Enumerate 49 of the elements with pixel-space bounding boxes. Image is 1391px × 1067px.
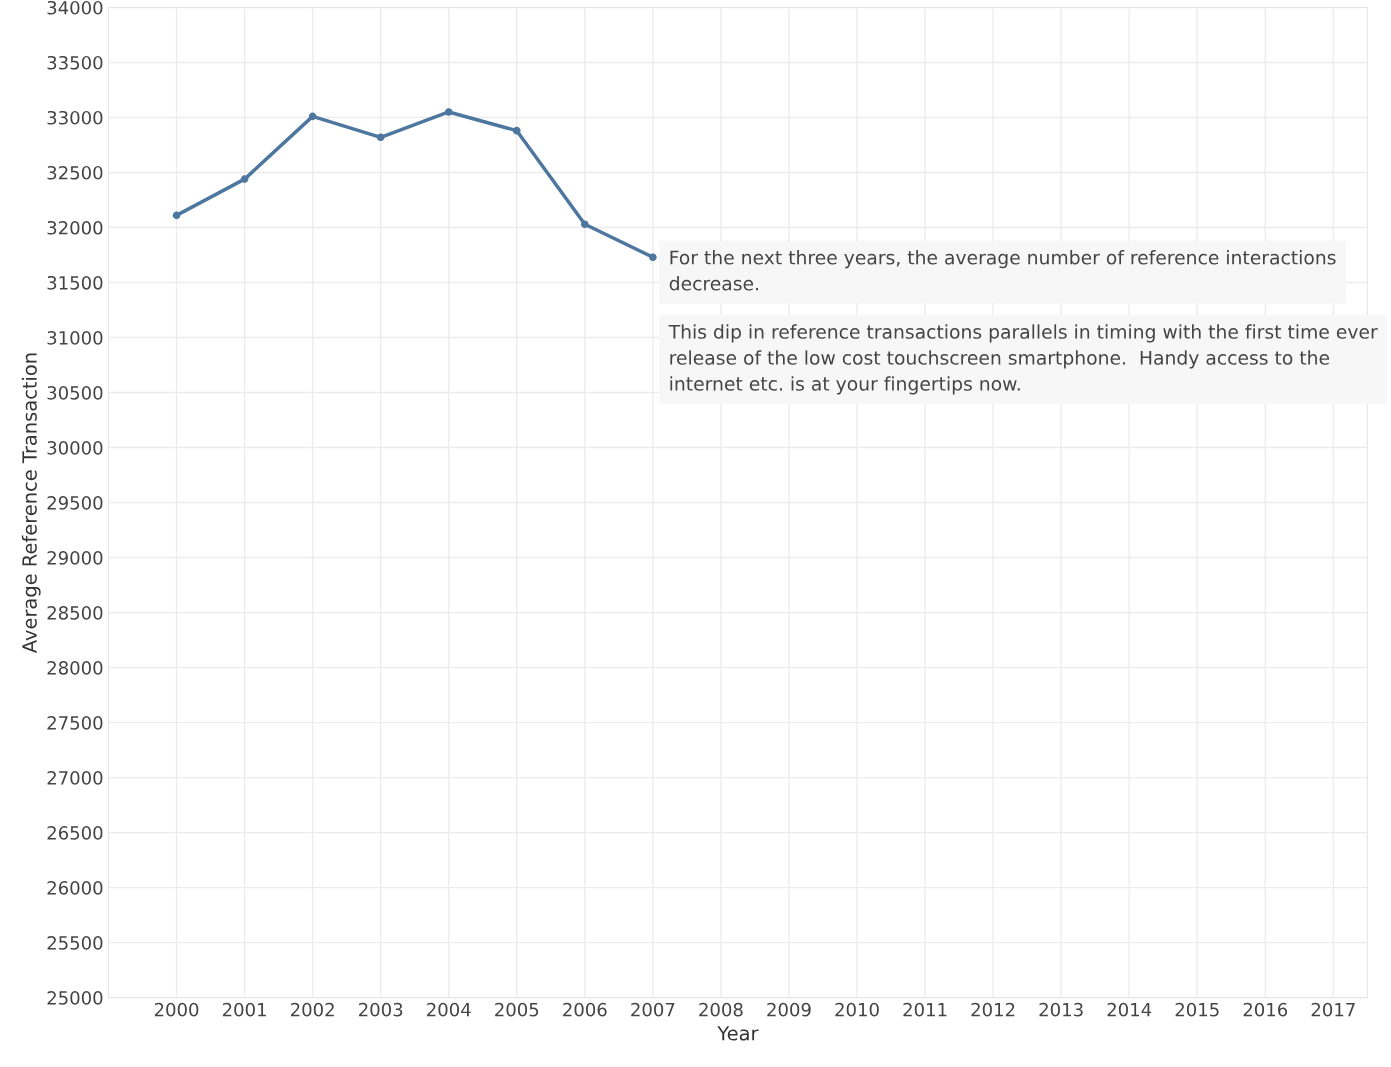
y-tick-label: 27500 [47,716,103,730]
x-tick-label: 2000 [154,1002,199,1017]
x-tick-label: 2008 [699,1002,743,1017]
annotation: For the next three years, the average number of reference interactions decrease. [669,250,1336,291]
x-tick-label: 2005 [495,1002,539,1017]
point [376,133,385,142]
annotation: This dip in reference transactions parallels in timing with the first time ever release of the low cost touchscreen smartphone. Handy access to the internet etc. is at your fingertips now. [668,324,1378,395]
y-tick-label: 33500 [47,55,103,70]
x-tick-label: 2017 [1311,1002,1355,1017]
y-tick-label: 26500 [47,826,103,840]
y-tick-label: 31000 [47,330,103,345]
x-tick-label: 2013 [1039,1002,1083,1017]
y-tick-label: 29000 [47,551,103,565]
x-tick-label: 2010 [835,1002,879,1017]
point [308,112,317,121]
x-tick-label: 2011 [903,1002,947,1017]
point [649,253,657,262]
x-tick-label: 2001 [222,1002,266,1017]
y-tick-label: 31500 [47,275,103,290]
x-tick-label: 2016 [1243,1002,1288,1017]
y-axis-title: Average Reference Transaction [21,353,41,654]
y-tick-label: 27000 [47,771,103,785]
y-tick-label: 25500 [47,936,103,950]
y-tick-label: 28000 [47,661,103,675]
y-tick-label: 29500 [47,496,103,510]
y-tick-label: 30000 [47,441,103,455]
x-tick-label: 2007 [631,1002,675,1017]
x-tick-label: 2012 [971,1002,1015,1017]
point [172,211,181,220]
y-tick-label: 28500 [47,606,103,620]
x-tick-label: 2015 [1175,1002,1219,1017]
point [444,108,453,116]
y-tick-label: 25000 [47,991,103,1005]
y-tick-label: 32500 [47,165,103,180]
point [512,126,521,135]
point [240,175,249,183]
y-tick-label: 32000 [47,220,103,235]
y-tick-label: 26000 [47,881,103,895]
y-tick-label: 33000 [47,110,103,125]
x-tick-label: 2014 [1107,1002,1152,1017]
y-tick-label: 30500 [47,386,103,400]
x-tick-label: 2002 [290,1002,334,1017]
x-axis-title: Year [717,1026,759,1041]
point [581,220,589,229]
x-tick-label: 2004 [427,1002,471,1017]
x-tick-label: 2003 [359,1002,403,1017]
y-tick-label: 34000 [47,0,103,15]
x-tick-label: 2009 [767,1002,811,1017]
x-tick-label: 2006 [563,1002,607,1017]
